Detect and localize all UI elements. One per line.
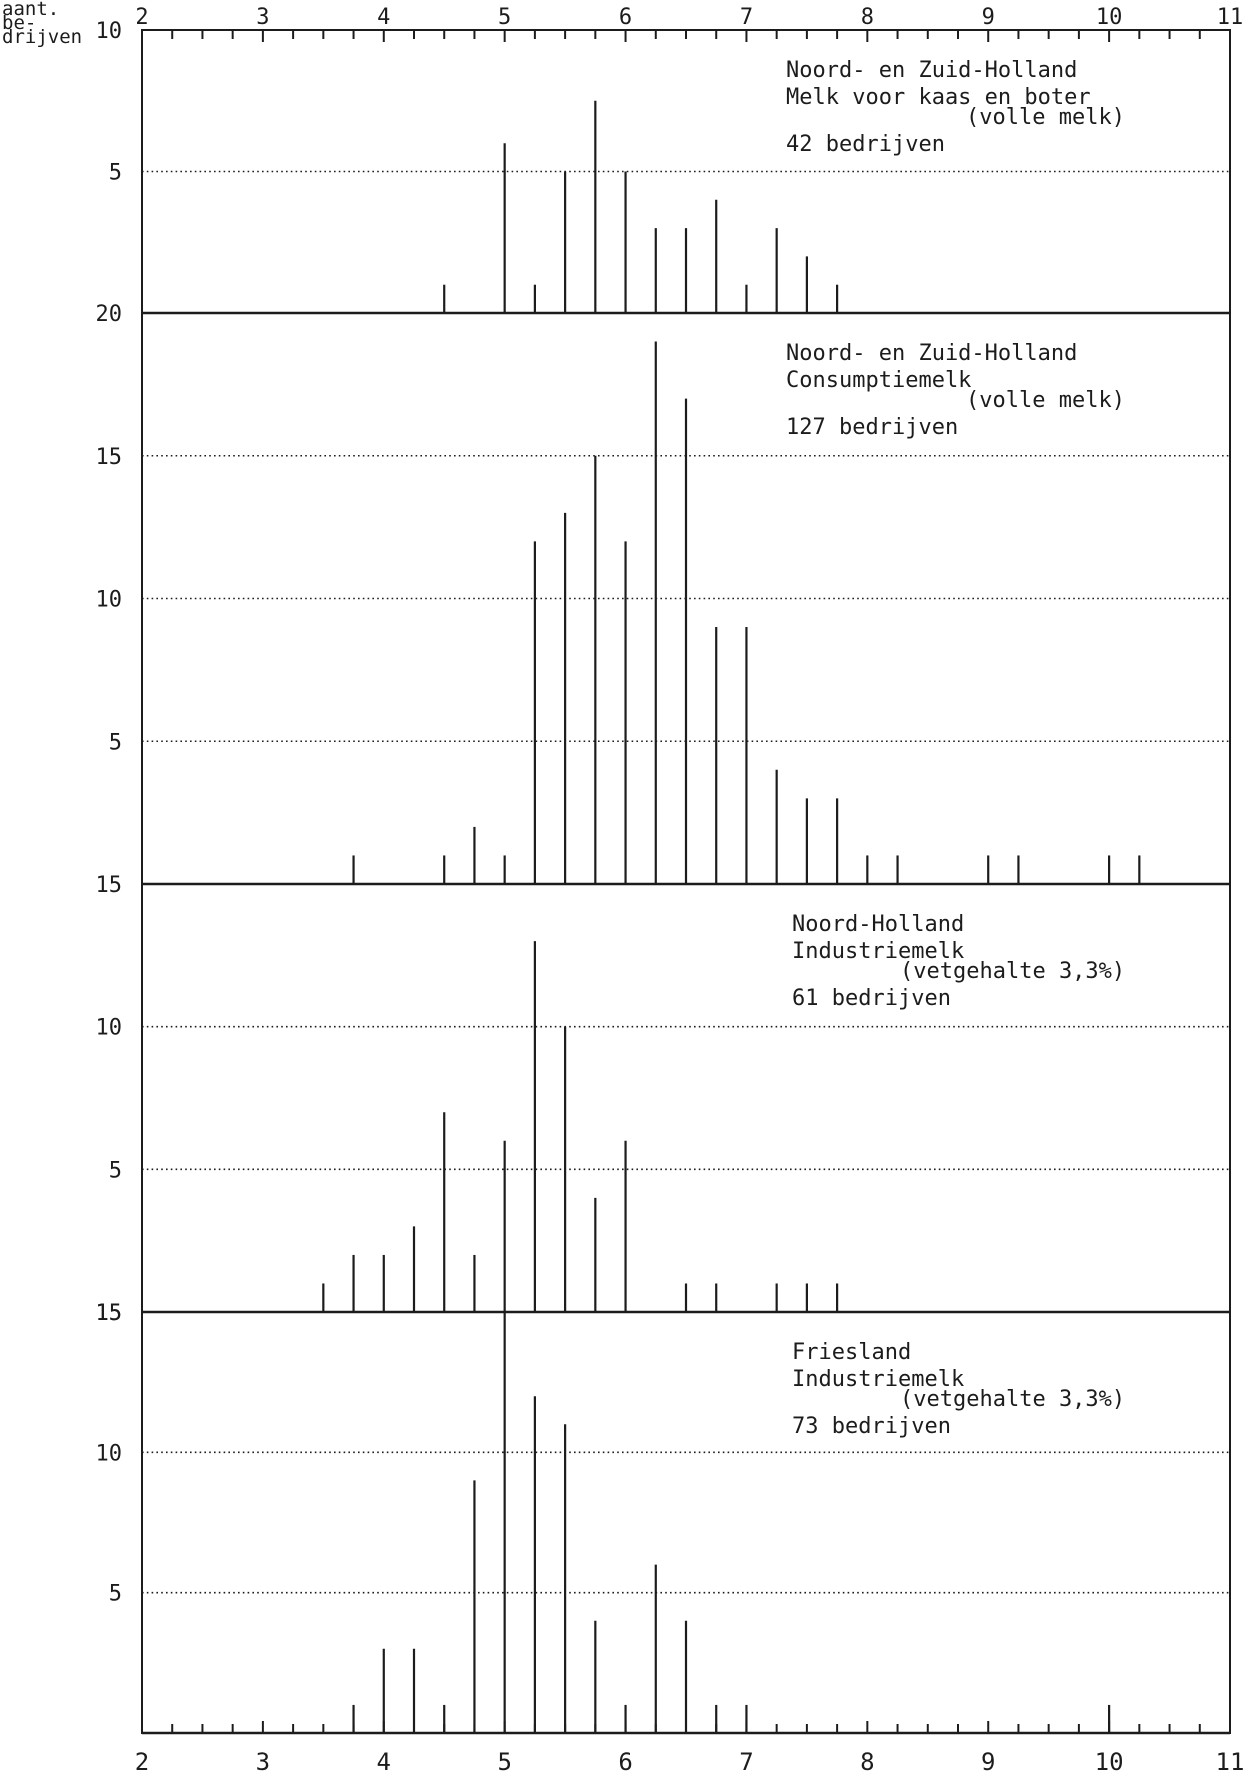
y-tick-label: 5	[109, 1582, 122, 1607]
panel-title-line: 61 bedrijven	[792, 986, 951, 1011]
x-tick-label-top: 9	[982, 5, 995, 30]
panel-title-line: Industriemelk	[792, 939, 964, 964]
panel-title-line: Noord- en Zuid-Holland	[786, 341, 1077, 366]
y-tick-label: 5	[109, 161, 122, 186]
x-tick-label-bottom: 10	[1095, 1748, 1124, 1776]
y-tick-label: 10	[96, 1016, 123, 1041]
y-tick-label: 5	[109, 730, 122, 755]
x-tick-label-bottom: 3	[256, 1748, 270, 1776]
panel-title-line: 127 bedrijven	[786, 415, 958, 440]
panel-title-line: (volle melk)	[966, 388, 1125, 413]
panel-title-line: (vetgehalte 3,3%)	[900, 959, 1125, 984]
panel-title-line: Friesland	[792, 1340, 911, 1365]
y-axis-title-line: be-	[2, 12, 37, 34]
x-tick-label-bottom: 4	[377, 1748, 391, 1776]
panel-title-line: (vetgehalte 3,3%)	[900, 1387, 1125, 1412]
panel-title-line: 73 bedrijven	[792, 1414, 951, 1439]
y-axis-title-line: drijven	[2, 26, 83, 48]
panel-title-line: Noord-Holland	[792, 912, 964, 937]
panel-title-line: Noord- en Zuid-Holland	[786, 58, 1077, 83]
x-tick-label-top: 2	[135, 5, 148, 30]
panel-title-line: Industriemelk	[792, 1367, 964, 1392]
x-tick-label-top: 3	[256, 5, 269, 30]
x-tick-label-top: 4	[377, 5, 390, 30]
y-tick-label: 20	[96, 302, 123, 327]
x-tick-label-top: 8	[861, 5, 874, 30]
x-tick-label-bottom: 7	[739, 1748, 753, 1776]
x-tick-label-bottom: 11	[1216, 1748, 1245, 1776]
y-tick-label: 15	[96, 1301, 123, 1326]
panel-title-line: (volle melk)	[966, 105, 1125, 130]
y-axis-title-line: aant.	[2, 0, 60, 20]
y-tick-label: 5	[109, 1158, 122, 1183]
x-tick-label-bottom: 9	[981, 1748, 995, 1776]
x-tick-label-bottom: 8	[860, 1748, 874, 1776]
x-tick-label-bottom: 2	[135, 1748, 149, 1776]
x-tick-label-bottom: 6	[618, 1748, 632, 1776]
panel-title-line: 42 bedrijven	[786, 132, 945, 157]
x-tick-label-bottom: 5	[497, 1748, 511, 1776]
y-tick-label: 15	[96, 873, 123, 898]
y-tick-label: 15	[96, 445, 123, 470]
y-axis-title: aant. be- drijven	[2, 0, 83, 48]
y-tick-label: 10	[96, 19, 123, 44]
x-tick-label-top: 6	[619, 5, 632, 30]
y-tick-label: 10	[96, 1441, 123, 1466]
x-tick-label-top: 11	[1217, 5, 1244, 30]
panel-title-line: Melk voor kaas en boter	[786, 85, 1091, 110]
y-tick-label: 10	[96, 588, 123, 613]
x-tick-label-top: 5	[498, 5, 511, 30]
panel-title-line: Consumptiemelk	[786, 368, 971, 393]
x-tick-label-top: 7	[740, 5, 753, 30]
y-tick-label: 15	[96, 1301, 123, 1326]
x-tick-label-top: 10	[1096, 5, 1123, 30]
